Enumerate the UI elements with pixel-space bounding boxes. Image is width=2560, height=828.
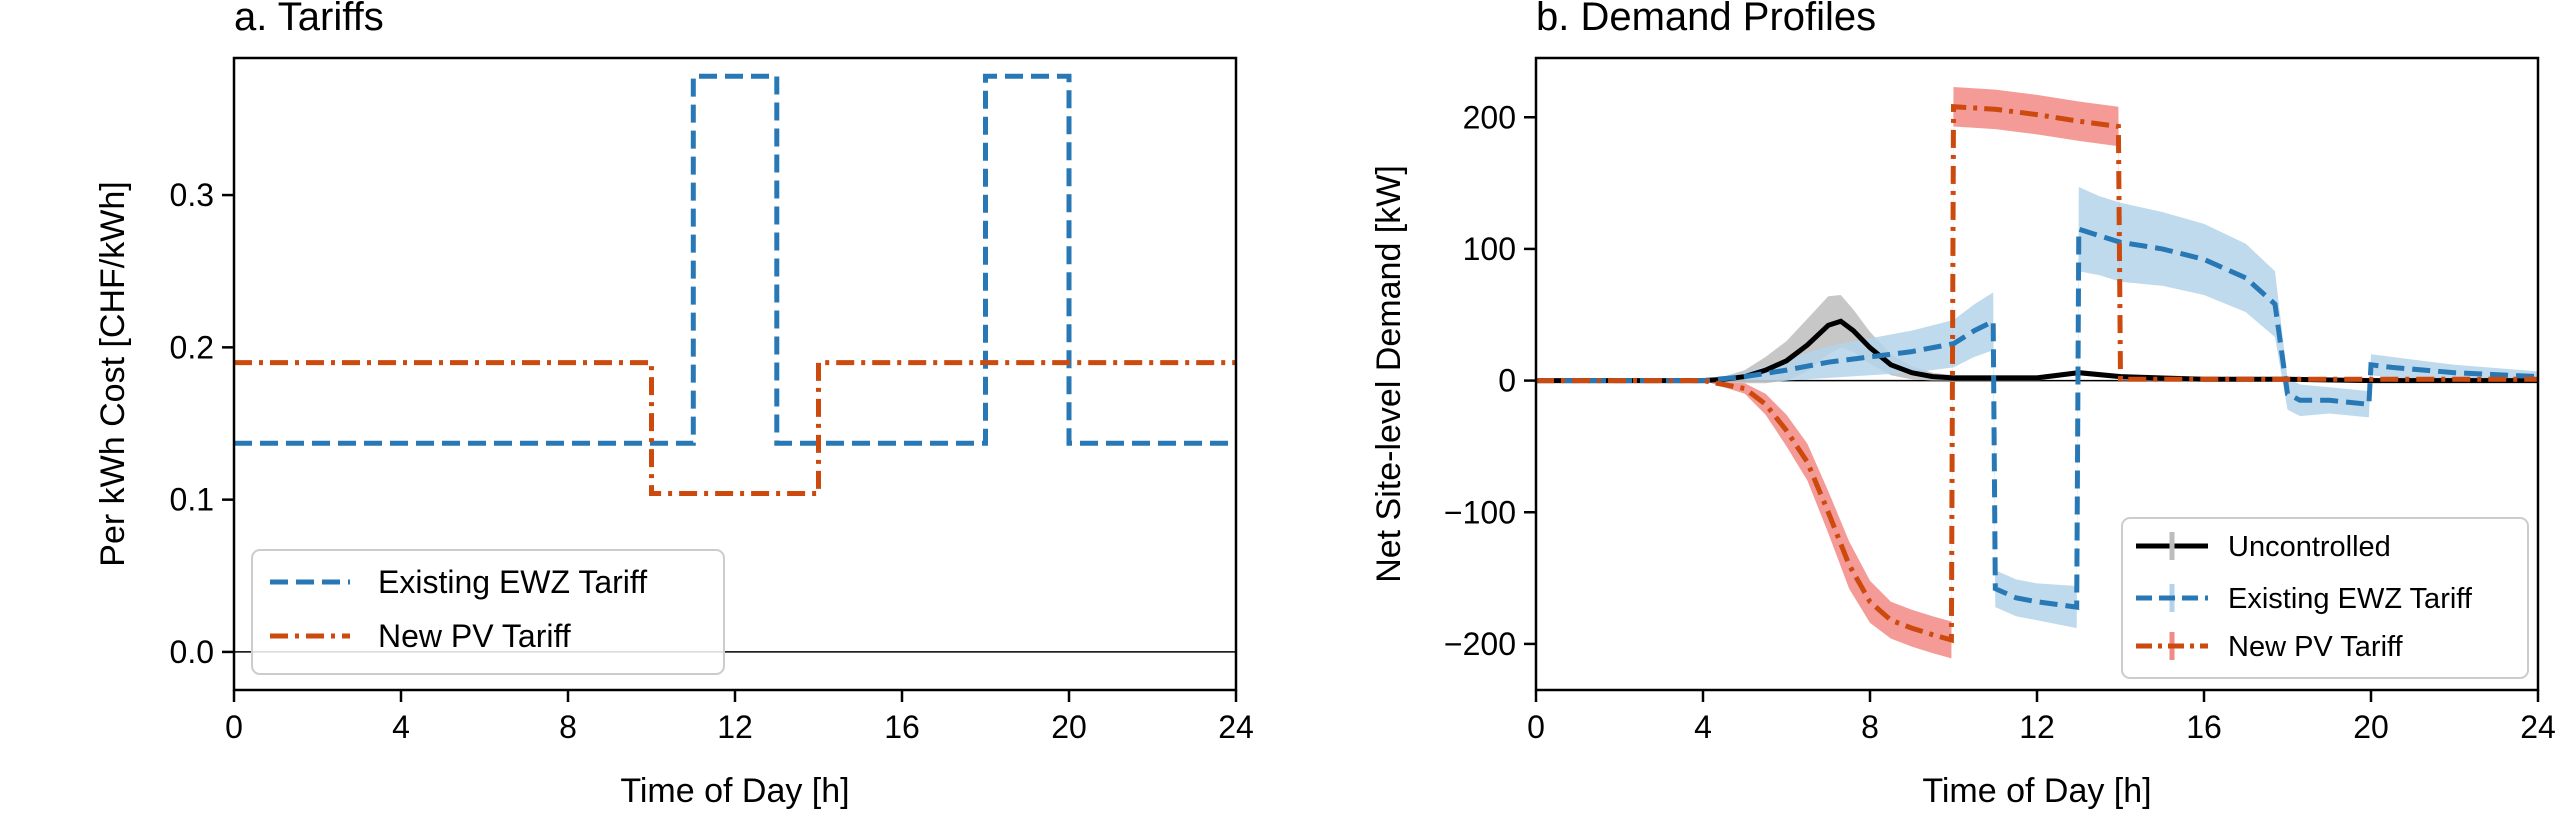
tariffs-x-tick-label: 0	[225, 709, 243, 745]
demand-plot-area	[1536, 87, 2539, 659]
demand-x-tick-label: 4	[1694, 709, 1712, 745]
tariffs-panel: a. Tariffs 0 4 8 12 16 20 24 0.0 0.1 0.2 0.3 Time …	[94, 0, 1254, 810]
tariffs-y-tick-label: 0.2	[170, 329, 214, 365]
demand-y-tick-label: 200	[1463, 99, 1516, 135]
demand-y-tick-label: −100	[1444, 494, 1516, 530]
demand-y-tick-label: 100	[1463, 231, 1516, 267]
tariffs-x-tick-label: 20	[1051, 709, 1087, 745]
demand-x-tick-label: 20	[2353, 709, 2389, 745]
tariffs-x-tick-label: 12	[717, 709, 753, 745]
tariffs-title: a. Tariffs	[234, 0, 384, 39]
tariffs-x-tick-label: 24	[1218, 709, 1254, 745]
demand-x-tick-label: 0	[1527, 709, 1545, 745]
tariffs-legend-box	[251, 549, 725, 675]
tariffs-series-line-1	[234, 360, 1236, 496]
tariffs-y-label: Per kWh Cost [CHF/kWh]	[94, 181, 132, 566]
tariffs-legend-label-ewz: Existing EWZ Tariff	[378, 564, 647, 600]
demand-x-tick-label: 8	[1861, 709, 1879, 745]
demand-title: b. Demand Profiles	[1536, 0, 1876, 39]
demand-ticks: 0 4 8 12 16 20 24 −200 −100 0 100 200	[1444, 99, 2556, 745]
demand-x-label: Time of Day [h]	[1922, 772, 2151, 810]
tariffs-series-line-0	[234, 73, 1236, 446]
tariffs-legend-label-pv: New PV Tariff	[378, 618, 571, 654]
demand-series-line-1	[1536, 225, 2539, 610]
demand-legend-label-pv: New PV Tariff	[2228, 631, 2404, 663]
demand-legend: Uncontrolled Existing EWZ Tariff New PV …	[2121, 517, 2529, 679]
demand-legend-label-uncontrolled: Uncontrolled	[2228, 531, 2391, 563]
demand-legend-box	[2121, 517, 2529, 679]
demand-band-1	[1536, 187, 2538, 629]
tariffs-legend: Existing EWZ Tariff New PV Tariff	[251, 549, 725, 675]
tariffs-y-tick-label: 0.1	[170, 482, 214, 518]
demand-panel: b. Demand Profiles 0 4 8 12 16 20 24 −200 −100 0 1…	[1370, 0, 2556, 810]
demand-x-tick-label: 24	[2520, 709, 2556, 745]
demand-y-tick-label: −200	[1444, 626, 1516, 662]
demand-series-line-2	[1536, 104, 2538, 644]
tariffs-y-tick-label: 0.3	[170, 177, 214, 213]
tariffs-x-tick-label: 8	[559, 709, 577, 745]
demand-x-tick-label: 12	[2019, 709, 2055, 745]
demand-legend-label-ewz: Existing EWZ Tariff	[2228, 583, 2473, 615]
tariffs-y-tick-label: 0.0	[170, 634, 214, 670]
tariffs-x-tick-label: 4	[392, 709, 410, 745]
demand-x-tick-label: 16	[2186, 709, 2222, 745]
demand-y-label: Net Site-level Demand [kW]	[1370, 165, 1408, 583]
demand-y-tick-label: 0	[1498, 363, 1516, 399]
tariffs-x-tick-label: 16	[884, 709, 920, 745]
tariffs-ticks: 0 4 8 12 16 20 24 0.0 0.1 0.2 0.3	[170, 177, 1254, 745]
tariffs-x-label: Time of Day [h]	[620, 772, 849, 810]
